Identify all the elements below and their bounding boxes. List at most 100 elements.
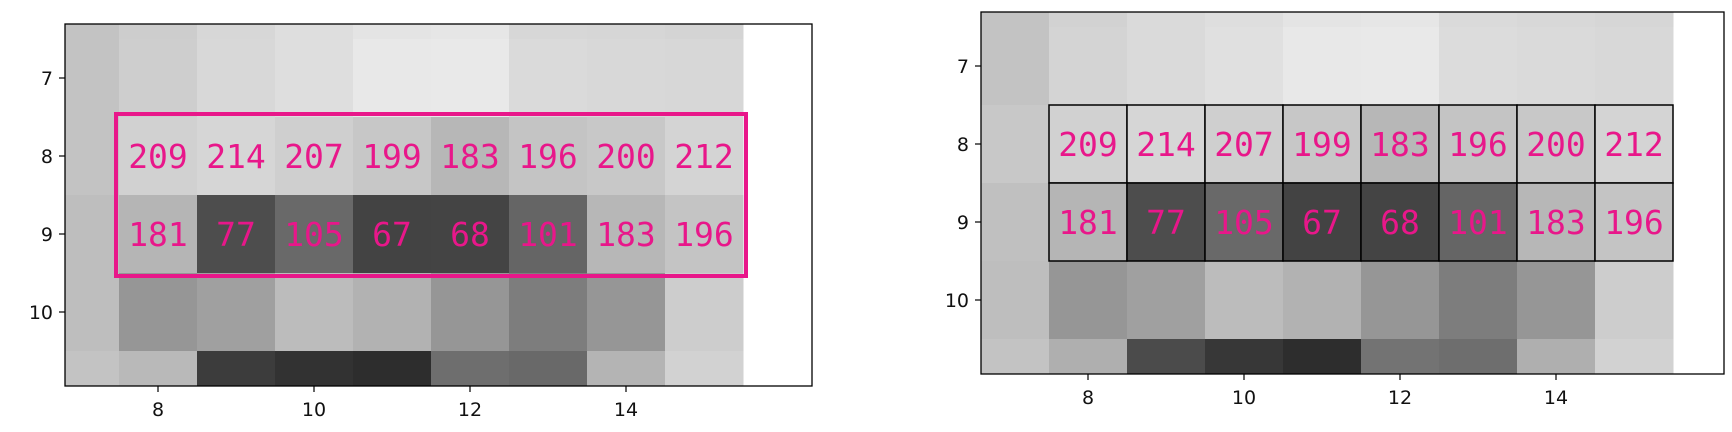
heatmap-cell <box>1517 27 1596 106</box>
heatmap-cells <box>0 0 744 386</box>
x-tick-label: 14 <box>1544 387 1568 409</box>
y-tick-label: 7 <box>41 68 53 90</box>
overlay-cell <box>1204 182 1284 262</box>
cell-value-label: 68 <box>450 215 490 254</box>
overlay-cell <box>1126 104 1206 184</box>
x-tick-label: 10 <box>302 399 326 421</box>
heatmap-cell <box>275 39 354 118</box>
heatmap-cell <box>197 351 276 386</box>
cell-value-label: 212 <box>1604 125 1664 164</box>
heatmap-cell <box>1439 339 1518 374</box>
heatmap-cell <box>0 195 42 274</box>
heatmap-cell <box>0 39 42 118</box>
heatmap-cell <box>1049 261 1128 340</box>
x-tick-label: 8 <box>1082 387 1094 409</box>
cell-labels: 209 214 207 199 183 196 200 212 181 77 105 67 68 101 1… <box>1058 125 1664 242</box>
cell-value-label: 68 <box>1380 203 1420 242</box>
heatmap-cell <box>665 273 744 352</box>
heatmap-cell <box>1127 27 1206 106</box>
cell-value-label: 214 <box>206 137 266 176</box>
heatmap-cell <box>1205 27 1284 106</box>
heatmap-cell <box>665 39 744 118</box>
heatmap-cell <box>893 339 972 418</box>
heatmap-cell <box>509 39 588 118</box>
overlay-cell <box>1516 182 1596 262</box>
cell-value-label: 67 <box>372 215 412 254</box>
highlight-box <box>114 112 748 278</box>
heatmap-cell <box>353 39 432 118</box>
heatmap-cell <box>1439 261 1518 340</box>
cell-value-label: 105 <box>1214 203 1274 242</box>
heatmap-cell <box>197 39 276 118</box>
heatmap-cell <box>509 273 588 352</box>
heatmap-cell <box>431 195 510 274</box>
heatmap-cell <box>1049 339 1128 374</box>
axes-frame <box>64 23 813 387</box>
heatmap-cell <box>353 117 432 196</box>
left-heatmap-panel: 209 214 207 199 183 196 200 212 181 77 105 67 68 101 1… <box>0 0 813 421</box>
cell-value-label: 196 <box>518 137 578 176</box>
heatmap-cell <box>1595 261 1674 340</box>
heatmap-cell <box>1439 27 1518 106</box>
heatmap-cell <box>431 273 510 352</box>
heatmap-cell <box>65 273 120 352</box>
cell-value-label: 181 <box>1058 203 1118 242</box>
y-tick-label: 7 <box>957 56 969 78</box>
heatmap-cell <box>509 351 588 386</box>
heatmap-cell <box>1127 339 1206 374</box>
y-tick-label: 8 <box>41 146 53 168</box>
heatmap-cell <box>1361 27 1440 106</box>
heatmap-cell <box>587 195 666 274</box>
cell-value-label: 214 <box>1136 125 1196 164</box>
heatmap-cell <box>197 195 276 274</box>
cell-value-label: 101 <box>1448 203 1508 242</box>
cell-value-label: 209 <box>1058 125 1118 164</box>
overlay-cell <box>1438 182 1518 262</box>
heatmap-cell <box>1595 339 1674 374</box>
heatmap-cell <box>353 195 432 274</box>
heatmap-cell <box>431 351 510 386</box>
right-heatmap-panel: 209 214 207 199 183 196 200 212 181 77 105 67 68 101 1… <box>893 11 1725 418</box>
heatmap-cell <box>1517 261 1596 340</box>
cell-value-label: 209 <box>128 137 188 176</box>
cell-value-label: 199 <box>362 137 422 176</box>
heatmap-cell <box>431 117 510 196</box>
heatmap-cell <box>275 351 354 386</box>
cell-labels: 209 214 207 199 183 196 200 212 181 77 105 67 68 101 1… <box>128 137 734 254</box>
heatmap-cell <box>1205 339 1284 374</box>
heatmap-cell <box>119 195 198 274</box>
cell-value-label: 200 <box>596 137 656 176</box>
heatmap-cell <box>275 195 354 274</box>
heatmap-cell <box>587 117 666 196</box>
heatmap-cell <box>353 351 432 386</box>
cell-value-label: 181 <box>128 215 188 254</box>
y-tick-label: 9 <box>957 212 969 234</box>
cell-value-label: 77 <box>1146 203 1186 242</box>
y-tick-label: 8 <box>957 134 969 156</box>
heatmap-cell <box>587 273 666 352</box>
cell-value-label: 207 <box>1214 125 1274 164</box>
heatmap-cell <box>1595 27 1674 106</box>
heatmap-cell <box>981 105 1050 184</box>
heatmap-cell <box>119 39 198 118</box>
x-tick-label: 12 <box>458 399 482 421</box>
heatmap-cell <box>65 39 120 118</box>
y-tick-label: 10 <box>945 290 969 312</box>
heatmap-cell <box>981 183 1050 262</box>
heatmap-cell <box>665 195 744 274</box>
heatmap-cell <box>275 117 354 196</box>
heatmap-cell <box>0 0 42 79</box>
cell-value-label: 196 <box>1604 203 1664 242</box>
heatmap-cell <box>1517 339 1596 374</box>
overlay-cells <box>1048 104 1674 262</box>
heatmap-cell <box>1205 261 1284 340</box>
x-tick-label: 8 <box>152 399 164 421</box>
heatmap-cell <box>587 39 666 118</box>
heatmap-cell <box>1283 27 1362 106</box>
heatmap-cell <box>65 195 120 274</box>
cell-value-label: 67 <box>1302 203 1342 242</box>
heatmap-cell <box>353 273 432 352</box>
heatmap-cell <box>665 351 744 386</box>
heatmap-cell <box>197 273 276 352</box>
